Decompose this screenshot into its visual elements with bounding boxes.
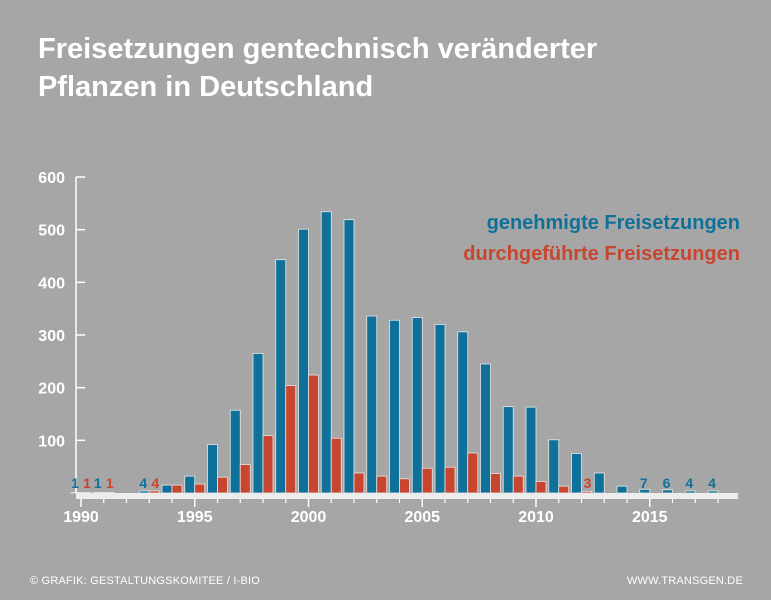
bar-genehmigt-2014 xyxy=(616,485,628,494)
bar-genehmigt-2011 xyxy=(548,439,560,494)
x-tick-label-2015: 2015 xyxy=(632,509,668,526)
bar-genehmigt-2007 xyxy=(457,331,469,494)
bar-genehmigt-2002 xyxy=(343,219,355,494)
data-label-durchgefuehrt-1991: 1 xyxy=(106,475,114,491)
footer-credit: © GRAFIK: GESTALTUNGSKOMITEE / I-BIO xyxy=(30,575,261,587)
footer-website: WWW.TRANSGEN.DE xyxy=(626,575,743,587)
data-label-genehmigt-1993: 4 xyxy=(139,475,147,491)
bar-durchgefuehrt-2006 xyxy=(444,466,456,494)
bar-durchgefuehrt-2008 xyxy=(490,473,501,494)
bar-genehmigt-2005 xyxy=(411,317,423,494)
bar-genehmigt-2017 xyxy=(684,490,696,494)
x-tick-label-2005: 2005 xyxy=(404,509,440,526)
bar-genehmigt-2018 xyxy=(707,490,719,494)
bar-durchgefuehrt-1998 xyxy=(262,435,274,494)
bar-genehmigt-2006 xyxy=(434,324,446,494)
bar-genehmigt-1995 xyxy=(184,475,196,494)
bar-durchgefuehrt-1995 xyxy=(194,483,206,494)
bar-genehmigt-2004 xyxy=(389,319,400,494)
title-line-2: Pflanzen in Deutschland xyxy=(38,71,374,103)
data-label-durchgefuehrt-1990: 1 xyxy=(83,475,91,491)
bar-durchgefuehrt-1994 xyxy=(171,484,183,494)
bar-durchgefuehrt-2001 xyxy=(330,437,342,494)
page-title: Freisetzungen gentechnisch veränderter P… xyxy=(38,30,597,106)
bar-genehmigt-1998 xyxy=(252,353,264,494)
x-tick-label-1995: 1995 xyxy=(177,509,213,526)
y-tick-label-200: 200 xyxy=(38,381,65,398)
bar-genehmigt-2010 xyxy=(525,406,537,494)
bars-layer xyxy=(70,211,719,494)
bar-durchgefuehrt-2002 xyxy=(353,472,365,494)
bar-genehmigt-1994 xyxy=(161,484,173,494)
data-label-genehmigt-2017: 4 xyxy=(685,475,693,491)
title-line-1: Freisetzungen gentechnisch veränderter xyxy=(38,33,598,65)
y-tick-label-400: 400 xyxy=(38,275,65,292)
bar-durchgefuehrt-2004 xyxy=(399,478,410,494)
bar-genehmigt-2009 xyxy=(502,406,514,494)
x-tick-label-2010: 2010 xyxy=(518,509,554,526)
data-label-genehmigt-2018: 4 xyxy=(708,475,716,491)
data-label-genehmigt-2015: 7 xyxy=(640,475,648,491)
bar-genehmigt-2008 xyxy=(480,363,491,494)
bar-genehmigt-1991 xyxy=(93,492,105,494)
bar-durchgefuehrt-1997 xyxy=(239,464,251,494)
bar-durchgefuehrt-2005 xyxy=(421,467,433,494)
bar-genehmigt-2013 xyxy=(593,472,605,494)
data-label-durchgefuehrt-2012: 3 xyxy=(584,475,592,491)
x-axis-baseline xyxy=(76,493,738,499)
bar-genehmigt-2003 xyxy=(366,315,378,494)
bar-genehmigt-2000 xyxy=(298,228,309,494)
bar-durchgefuehrt-2007 xyxy=(467,452,479,494)
bar-genehmigt-1996 xyxy=(207,444,218,494)
bar-genehmigt-2012 xyxy=(571,453,582,494)
data-label-durchgefuehrt-1993: 4 xyxy=(151,475,159,491)
legend-item-genehmigt: genehmigte Freisetzungen xyxy=(487,212,740,234)
bar-durchgefuehrt-2009 xyxy=(512,475,524,494)
bar-durchgefuehrt-2003 xyxy=(376,475,388,494)
data-label-genehmigt-2016: 6 xyxy=(663,475,671,491)
x-tick-label-1990: 1990 xyxy=(63,509,99,526)
bar-genehmigt-1997 xyxy=(229,409,241,494)
legend-item-durchgefuehrt: durchgeführte Freisetzungen xyxy=(463,243,740,265)
bar-durchgefuehrt-1990 xyxy=(80,492,92,494)
y-tick-label-100: 100 xyxy=(38,433,65,450)
data-label-genehmigt-1991: 1 xyxy=(94,475,102,491)
bar-durchgefuehrt-2010 xyxy=(535,481,547,494)
y-tick-label-300: 300 xyxy=(38,328,65,345)
legend: genehmigte Freisetzungen durchgeführte F… xyxy=(463,212,740,265)
bar-durchgefuehrt-1993 xyxy=(148,490,160,494)
axis-layer: 100 200 300 400 500 600 1990 1995 2000 2005 2010 20… xyxy=(38,170,738,526)
bar-durchgefuehrt-2012 xyxy=(581,491,592,494)
bar-genehmigt-2001 xyxy=(320,211,332,494)
bar-durchgefuehrt-2000 xyxy=(308,374,319,494)
y-tick-label-500: 500 xyxy=(38,223,65,240)
bar-durchgefuehrt-1996 xyxy=(217,476,228,494)
data-label-genehmigt-1990: 1 xyxy=(71,475,79,491)
bar-durchgefuehrt-1991 xyxy=(103,492,115,494)
bar-durchgefuehrt-1999 xyxy=(285,385,297,494)
x-tick-label-2000: 2000 xyxy=(291,509,327,526)
bar-durchgefuehrt-2011 xyxy=(558,485,570,494)
y-tick-label-600: 600 xyxy=(38,170,65,187)
bar-genehmigt-1999 xyxy=(275,259,287,494)
bar-genehmigt-1993 xyxy=(138,490,150,494)
